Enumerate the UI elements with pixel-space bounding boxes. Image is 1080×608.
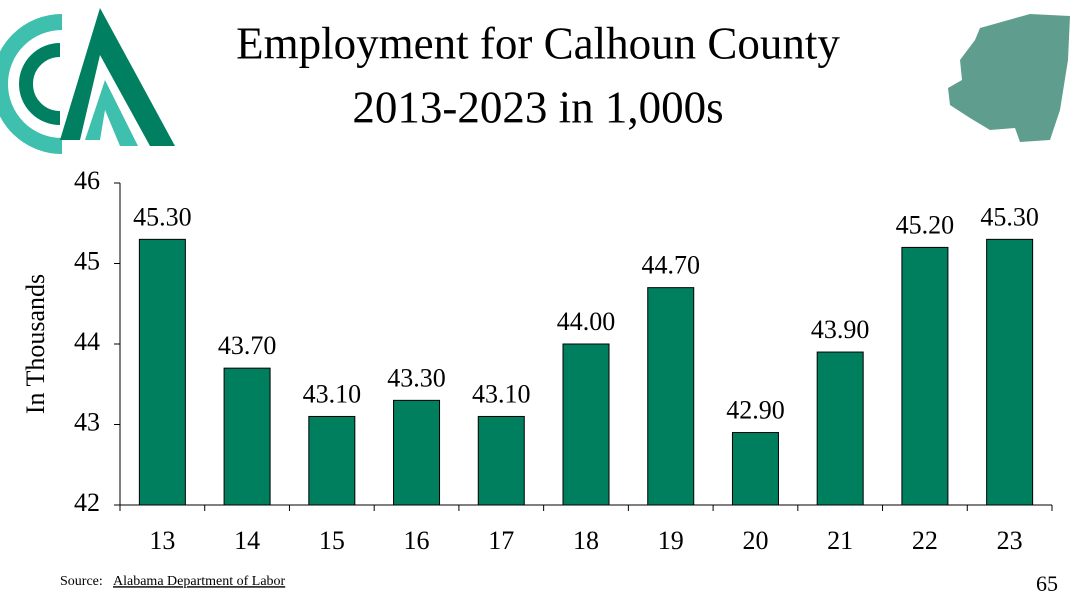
y-tick-label: 43 bbox=[74, 407, 100, 436]
chart-title: Employment for Calhoun County bbox=[236, 18, 840, 68]
bar bbox=[393, 399, 441, 506]
logo bbox=[0, 8, 175, 154]
x-tick-label: 17 bbox=[488, 526, 514, 555]
bar bbox=[647, 287, 695, 506]
value-label: 43.90 bbox=[811, 315, 870, 344]
bar bbox=[562, 343, 610, 506]
value-label: 43.10 bbox=[472, 379, 531, 408]
x-tick-label: 22 bbox=[912, 526, 938, 555]
x-tick-label: 19 bbox=[658, 526, 684, 555]
x-tick-label: 14 bbox=[234, 526, 260, 555]
bar bbox=[731, 432, 779, 506]
value-label: 42.90 bbox=[726, 396, 785, 425]
y-tick-label: 45 bbox=[74, 246, 100, 275]
value-label: 44.70 bbox=[641, 251, 700, 280]
y-tick-label: 42 bbox=[74, 488, 100, 517]
value-label: 43.70 bbox=[218, 331, 277, 360]
value-label: 44.00 bbox=[557, 307, 616, 336]
source-label: Source: bbox=[60, 574, 103, 589]
value-label: 45.30 bbox=[980, 202, 1039, 231]
x-tick-label: 21 bbox=[827, 526, 853, 555]
bar bbox=[477, 415, 525, 506]
x-tick-label: 18 bbox=[573, 526, 599, 555]
value-label: 43.10 bbox=[303, 379, 362, 408]
bar bbox=[986, 238, 1034, 506]
page-number: 65 bbox=[1036, 571, 1058, 596]
chart-subtitle: 2013-2023 in 1,000s bbox=[352, 82, 723, 132]
x-tick-label: 23 bbox=[997, 526, 1023, 555]
y-axis-label: In Thousands bbox=[21, 274, 50, 414]
value-label: 45.30 bbox=[133, 202, 192, 231]
x-tick-label: 15 bbox=[319, 526, 345, 555]
x-tick-label: 20 bbox=[742, 526, 768, 555]
value-label: 43.30 bbox=[387, 363, 446, 392]
source-link[interactable]: Alabama Department of Labor bbox=[113, 574, 286, 589]
county-map bbox=[948, 14, 1070, 142]
x-tick-label: 16 bbox=[404, 526, 430, 555]
bar bbox=[308, 415, 356, 506]
y-tick-label: 44 bbox=[74, 327, 100, 356]
bar bbox=[138, 238, 186, 506]
value-label: 45.20 bbox=[896, 210, 955, 239]
bar bbox=[901, 246, 949, 506]
y-tick-label: 46 bbox=[74, 166, 100, 195]
x-tick-label: 13 bbox=[149, 526, 175, 555]
bar bbox=[816, 351, 864, 506]
bar bbox=[223, 367, 271, 506]
